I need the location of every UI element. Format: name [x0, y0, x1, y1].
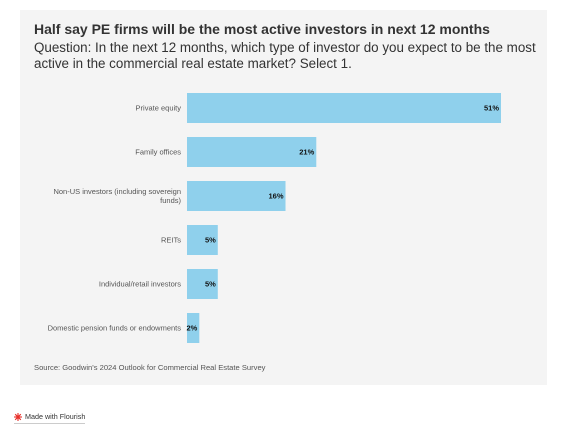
bar-3	[187, 225, 218, 255]
category-label-3: REITs	[161, 236, 181, 245]
value-label-2: 16%	[268, 192, 283, 201]
made-with-flourish-link[interactable]: Made with Flourish	[14, 412, 86, 424]
value-label-0: 51%	[484, 104, 499, 113]
source-note: Source: Goodwin's 2024 Outlook for Comme…	[34, 363, 266, 372]
value-label-4: 5%	[205, 280, 216, 289]
flourish-logo-icon	[14, 412, 22, 421]
bar-5	[187, 313, 200, 343]
value-label-3: 5%	[205, 236, 216, 245]
bar-0	[187, 93, 501, 123]
bar-1	[187, 137, 317, 167]
category-label-0: Private equity	[136, 104, 182, 113]
value-label-1: 21%	[299, 148, 314, 157]
category-label-2: Non-US investors (including sovereign fun…	[53, 187, 181, 205]
bar-4	[187, 269, 218, 299]
category-label-5: Domestic pension funds or endowments	[48, 324, 182, 333]
category-label-4: Individual/retail investors	[99, 280, 181, 289]
bar-2	[187, 181, 286, 211]
chart-subtitle: Question: In the next 12 months, which t…	[34, 40, 536, 71]
chart-title: Half say PE firms will be the most activ…	[34, 21, 490, 37]
category-label-1: Family offices	[135, 148, 181, 157]
value-label-5: 2%	[186, 324, 197, 333]
flourish-credit-text: Made with Flourish	[25, 412, 86, 421]
